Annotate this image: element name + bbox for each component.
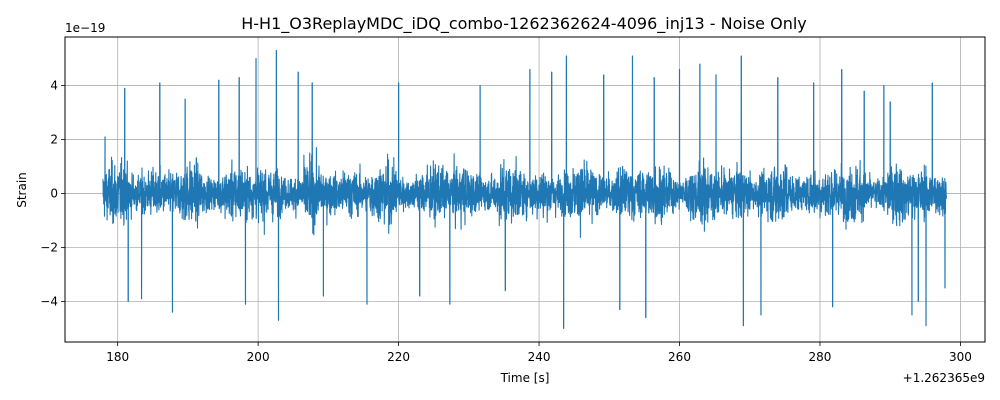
x-tick-label: 180 bbox=[106, 350, 129, 364]
x-tick-label: 280 bbox=[809, 350, 832, 364]
y-axis-label: Strain bbox=[15, 172, 29, 208]
y-tick-label: 4 bbox=[50, 79, 58, 93]
x-tick-label: 300 bbox=[949, 350, 972, 364]
x-axis-label: Time [s] bbox=[500, 371, 550, 385]
x-tick-label: 260 bbox=[668, 350, 691, 364]
series-line bbox=[102, 49, 947, 330]
x-tick-label: 240 bbox=[528, 350, 551, 364]
axis-ticks: 180 200 220 240 260 280 300 −4 −2 0 2 4 bbox=[40, 79, 972, 364]
plot-frame bbox=[64, 36, 986, 343]
y-tick-label: −4 bbox=[40, 295, 58, 309]
x-tick-label: 200 bbox=[247, 350, 270, 364]
x-axis-offset-label: +1.262365e9 bbox=[903, 371, 985, 385]
y-tick-label: 0 bbox=[50, 187, 58, 201]
x-tick-label: 220 bbox=[387, 350, 410, 364]
series-strain bbox=[102, 49, 947, 330]
y-tick-label: −2 bbox=[40, 241, 58, 255]
y-tick-label: 2 bbox=[50, 133, 58, 147]
chart-title: H-H1_O3ReplayMDC_iDQ_combo-1262362624-40… bbox=[241, 14, 807, 34]
y-axis-scale-label: 1e−19 bbox=[65, 21, 105, 35]
